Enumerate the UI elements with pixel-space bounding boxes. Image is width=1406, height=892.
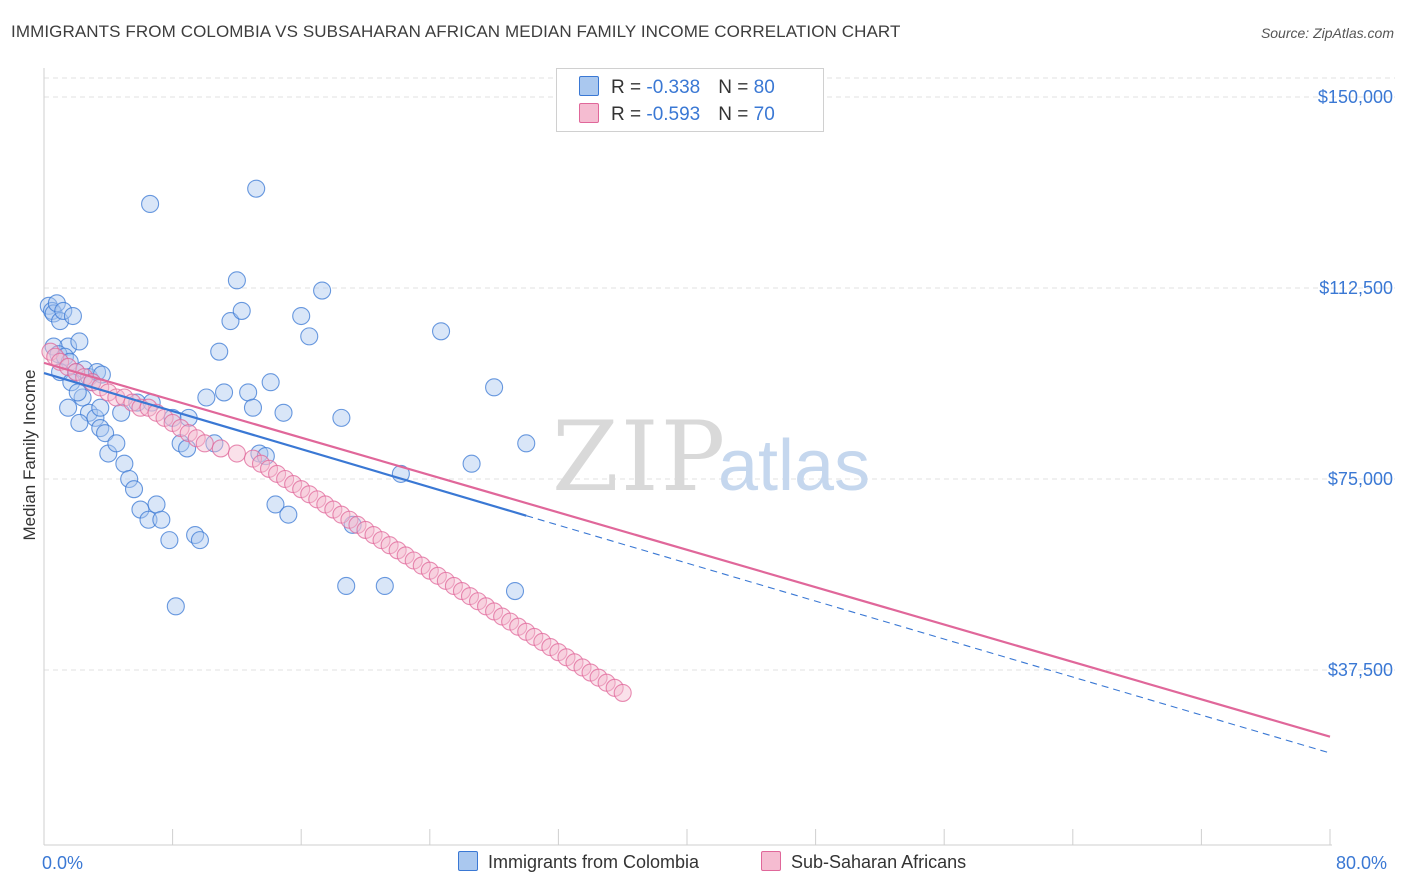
point-colombia — [147, 495, 166, 514]
point-colombia — [505, 582, 525, 601]
point-colombia — [86, 408, 105, 427]
point-colombia — [70, 413, 89, 433]
point-colombia — [300, 327, 319, 346]
point-colombia — [274, 403, 293, 422]
point-colombia — [221, 312, 240, 331]
point-colombia — [232, 301, 251, 320]
point-colombia — [91, 398, 110, 417]
trend-colombia — [43, 372, 527, 517]
point-colombia — [517, 434, 536, 453]
legend-n-label: N = — [718, 104, 754, 125]
point-colombia — [63, 306, 82, 326]
point-colombia — [227, 271, 246, 290]
point-colombia — [375, 576, 394, 596]
point-colombia — [313, 281, 332, 300]
point-colombia — [68, 383, 87, 402]
point-colombia — [190, 531, 209, 550]
y-tick-label: $150,000 — [1318, 87, 1393, 107]
legend-swatch-pink — [761, 851, 781, 871]
point-colombia — [115, 454, 134, 473]
axes — [43, 68, 1332, 846]
correlation-legend: R = -0.338 N = 80 R = -0.593 N = 70 — [556, 68, 824, 132]
legend-label-colombia: Immigrants from Colombia — [488, 852, 700, 872]
point-colombia — [54, 301, 73, 320]
point-colombia — [91, 419, 110, 438]
point-colombia — [141, 194, 160, 214]
point-colombia — [152, 510, 171, 529]
legend-n-value: 80 — [753, 77, 775, 98]
point-subsaharan — [227, 444, 246, 463]
legend-r-label: R = — [611, 104, 647, 125]
data-points — [39, 179, 632, 702]
watermark-zip: ZIP — [552, 401, 727, 513]
legend-label-subsaharan: Sub-Saharan Africans — [791, 852, 967, 872]
point-colombia — [432, 322, 451, 341]
legend-r-value: -0.338 — [646, 77, 701, 98]
bottom-legend-colombia: Immigrants from Colombia — [458, 851, 699, 873]
point-colombia — [243, 398, 263, 417]
point-colombia — [70, 332, 89, 351]
source-label: Source: ZipAtlas.com — [1260, 25, 1394, 41]
bottom-legend-subsaharan: Sub-Saharan Africans — [761, 851, 966, 873]
legend-swatch-pink — [579, 103, 599, 123]
x-tick-min: 0.0% — [42, 853, 84, 873]
trend-colombia-extrapolated — [526, 515, 1331, 754]
point-colombia — [292, 306, 311, 326]
legend-swatch-blue — [458, 851, 478, 871]
gridlines — [44, 77, 1395, 671]
legend-row-subsaharan: R = -0.593 N = 70 — [579, 103, 775, 127]
legend-r-label: R = — [611, 77, 647, 98]
point-colombia — [73, 388, 92, 407]
point-colombia — [59, 337, 78, 356]
trend-lines — [43, 361, 1331, 754]
point-colombia — [124, 480, 144, 499]
point-colombia — [337, 576, 356, 596]
point-subsaharan — [211, 439, 230, 458]
point-colombia — [485, 378, 504, 397]
point-colombia — [197, 388, 216, 407]
trend-subsaharan — [43, 361, 1331, 738]
point-colombia — [96, 424, 115, 443]
legend-n-label: N = — [718, 77, 754, 98]
point-colombia — [266, 495, 285, 514]
y-tick-label: $112,500 — [1319, 278, 1393, 298]
point-colombia — [261, 373, 280, 392]
point-colombia — [120, 469, 139, 489]
legend-row-colombia: R = -0.338 N = 80 — [579, 76, 775, 100]
point-colombia — [186, 525, 205, 545]
point-colombia — [107, 434, 126, 453]
x-tick-max: 80.0% — [1336, 853, 1388, 873]
point-colombia — [59, 398, 78, 417]
point-colombia — [462, 454, 481, 473]
point-colombia — [214, 383, 234, 402]
legend-r-value: -0.593 — [646, 104, 701, 125]
point-colombia — [210, 342, 229, 361]
watermark-atlas: atlas — [718, 426, 870, 506]
point-subsaharan — [195, 434, 214, 453]
legend-n-value: 70 — [753, 104, 775, 125]
point-colombia — [139, 510, 158, 529]
y-tick-label: $75,000 — [1328, 469, 1393, 489]
point-colombia — [47, 294, 66, 313]
y-tick-label: $37,500 — [1328, 660, 1393, 680]
legend-swatch-blue — [579, 76, 599, 96]
chart-title: IMMIGRANTS FROM COLOMBIA VS SUBSAHARAN A… — [11, 22, 901, 41]
point-subsaharan — [613, 683, 632, 702]
point-colombia — [166, 597, 185, 616]
point-colombia — [279, 505, 298, 524]
point-colombia — [332, 408, 351, 427]
point-colombia — [239, 383, 258, 402]
point-colombia — [160, 531, 179, 550]
y-tick-labels: $37,500 $75,000 $112,500 $150,000 — [1318, 87, 1393, 680]
point-colombia — [247, 179, 266, 198]
